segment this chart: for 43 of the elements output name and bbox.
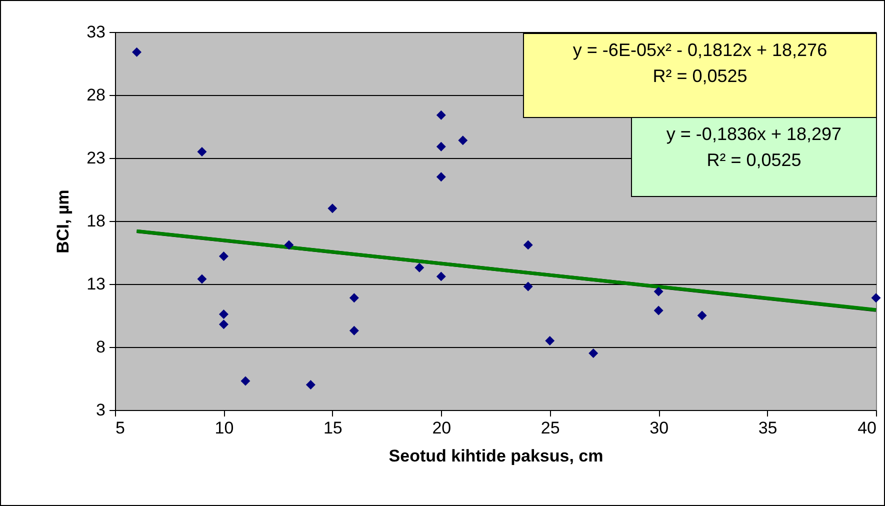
point	[697, 310, 707, 320]
point	[414, 262, 424, 272]
point	[436, 110, 446, 120]
x-tick-label: 40	[858, 418, 876, 438]
point	[284, 240, 294, 250]
point	[197, 274, 207, 284]
point	[545, 336, 555, 346]
x-tick-label: 10	[214, 418, 234, 438]
point	[240, 376, 250, 386]
point	[218, 252, 228, 262]
point	[328, 204, 338, 214]
point	[654, 306, 664, 316]
y-tick-label: 23	[86, 148, 106, 168]
x-tick-label: 35	[758, 418, 778, 438]
point	[588, 348, 598, 358]
x-tick-label: 25	[540, 418, 560, 438]
point	[458, 136, 468, 146]
x-tick-label: 20	[432, 418, 452, 438]
x-axis-title: Seotud kihtide paksus, cm	[388, 446, 604, 466]
point	[132, 47, 142, 57]
point	[306, 380, 316, 390]
point	[523, 240, 533, 250]
y-tick-label: 28	[86, 86, 106, 104]
point	[436, 142, 446, 152]
y-tick-label: 33	[86, 22, 106, 42]
x-tick-label: 5	[116, 418, 125, 438]
y-tick-label: 3	[96, 400, 106, 420]
x-tick-label: 15	[323, 418, 342, 438]
point	[871, 293, 881, 303]
point	[436, 172, 446, 182]
y-tick-label: 8	[96, 338, 106, 356]
point	[654, 286, 664, 296]
point	[523, 282, 533, 292]
point	[197, 146, 207, 156]
x-tick-label: 30	[650, 418, 669, 438]
point	[218, 320, 228, 330]
y-tick-label: 13	[86, 274, 106, 294]
point	[218, 309, 228, 319]
point	[436, 272, 446, 282]
point	[349, 293, 359, 303]
y-axis-title: BCI, µm	[54, 190, 73, 254]
y-tick-label: 18	[86, 212, 106, 230]
point	[349, 326, 359, 336]
